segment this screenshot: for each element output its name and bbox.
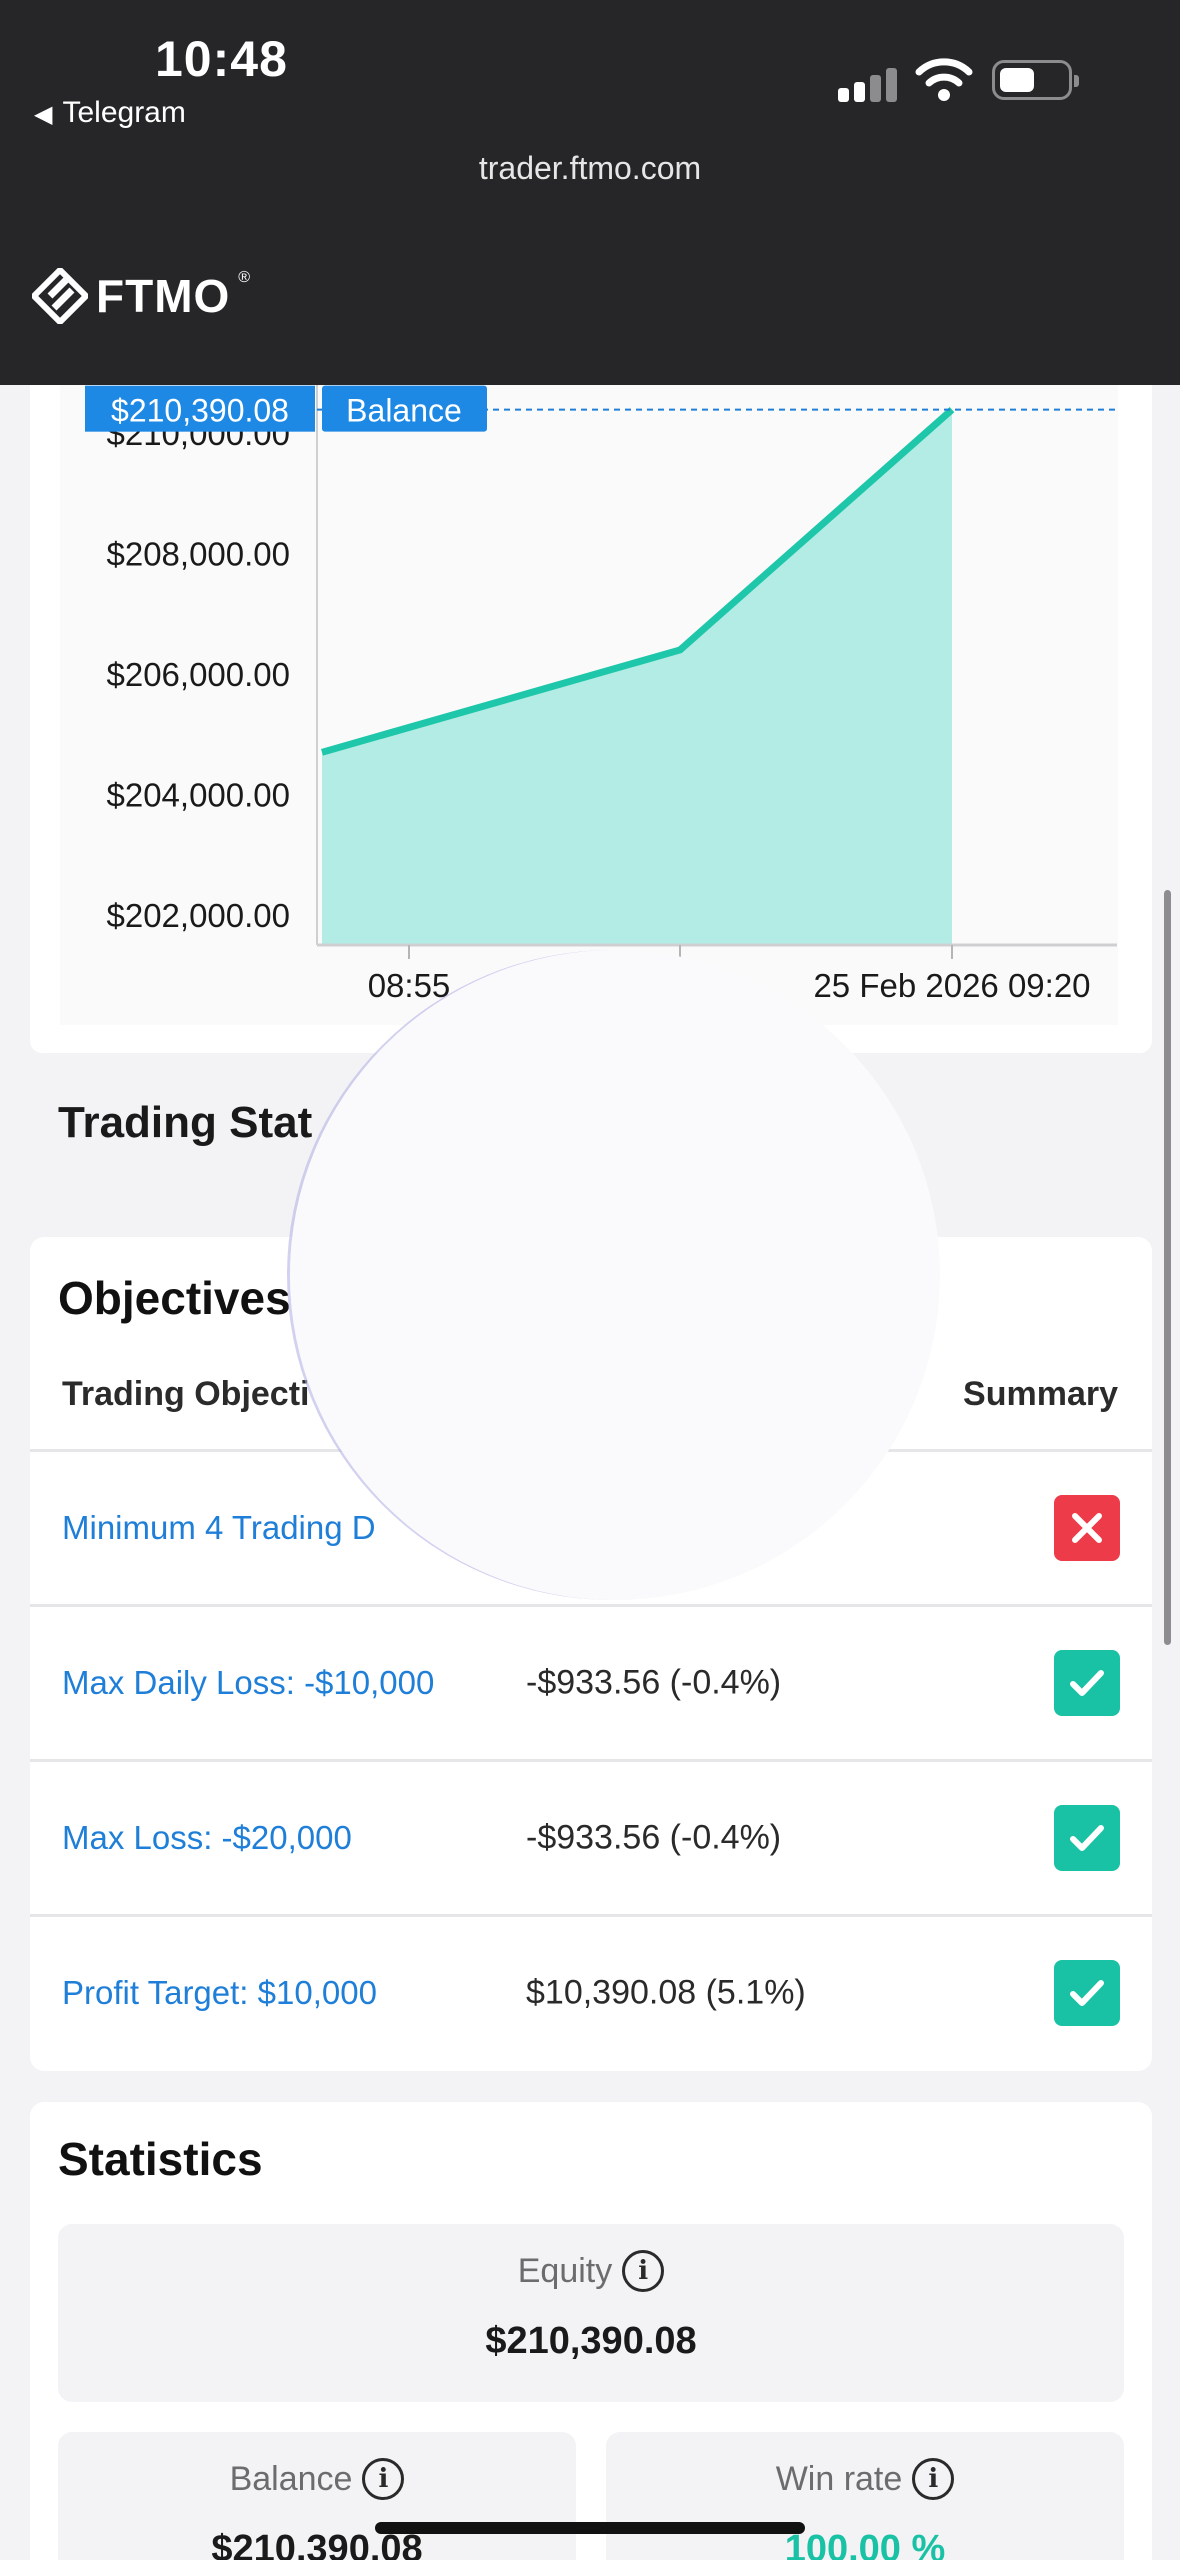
home-indicator[interactable]: [375, 2522, 805, 2534]
objectives-card: Objectives Trading Objecti Summary Minim…: [30, 1237, 1152, 2071]
balance-area-fill: [322, 409, 952, 945]
equity-label-row: Equity i: [58, 2250, 1124, 2292]
checkmark-icon: [1070, 1824, 1104, 1851]
ftmo-logo[interactable]: FTMO ®: [32, 268, 250, 324]
win-rate-value: 100.00 %: [784, 2528, 946, 2560]
passed-status-badge: [1054, 1804, 1120, 1871]
balance-label-row: Balance i: [58, 2458, 576, 2500]
passed-status-badge: [1054, 1959, 1120, 2026]
equity-label: Equity: [517, 2251, 613, 2290]
crosshair-series-label: Balance: [346, 393, 462, 429]
back-triangle-icon: ◀: [34, 101, 53, 128]
objective-row-profit-target: Profit Target: $10,000 $10,390.08 (5.1%): [30, 1914, 1152, 2068]
back-to-app-link[interactable]: ◀ Telegram: [34, 96, 186, 130]
page-scrollbar[interactable]: [1164, 890, 1171, 1645]
equity-value: $210,390.08: [485, 2320, 697, 2362]
back-app-label: Telegram: [62, 96, 186, 129]
x-tick-label: 25 Feb 2026 09:20: [813, 967, 1090, 1004]
crosshair-value-label: $210,390.08: [111, 393, 289, 429]
crosshair-value-box: [85, 385, 315, 432]
equity-tile: Equity i $210,390.08: [58, 2224, 1124, 2402]
battery-icon: [992, 60, 1079, 100]
passed-status-badge: [1054, 1649, 1120, 1716]
objective-link[interactable]: Minimum 4 Trading D: [62, 1508, 376, 1546]
address-bar-url[interactable]: trader.ftmo.com: [478, 150, 702, 186]
balance-label: Balance: [229, 2459, 353, 2498]
info-icon[interactable]: i: [622, 2250, 665, 2292]
win-rate-tile: Win rate i 100.00 %: [606, 2432, 1124, 2560]
objective-value: -$933.56 (-0.4%): [526, 1818, 782, 1856]
balance-chart[interactable]: $202,000.00 $204,000.00 $206,000.00 $208,00…: [60, 385, 1118, 1025]
cellular-signal-icon: [838, 62, 898, 102]
objective-link[interactable]: Max Daily Loss: -$10,000: [62, 1663, 435, 1701]
col-header-summary: Summary: [963, 1375, 1118, 1413]
y-tick-label: $204,000.00: [106, 776, 290, 813]
statistics-card: Statistics Equity i $210,390.08 Balance …: [30, 2102, 1152, 2560]
logo-text: FTMO: [96, 270, 231, 322]
checkmark-icon: [1070, 1979, 1104, 2006]
wifi-icon: [915, 58, 973, 101]
failed-status-badge: [1054, 1494, 1120, 1561]
objective-row-max-loss: Max Loss: -$20,000 -$933.56 (-0.4%): [30, 1759, 1152, 1913]
objective-value: -$933.56 (-0.4%): [526, 1663, 782, 1701]
checkmark-icon: [1070, 1669, 1104, 1696]
crosshair-series-box: [322, 385, 487, 432]
win-rate-label-row: Win rate i: [606, 2458, 1124, 2500]
objective-value: $10,390.08 (5.1%): [526, 1973, 806, 2011]
balance-series-line: [321, 407, 955, 756]
statistics-title: Statistics: [58, 2133, 263, 2185]
info-icon[interactable]: i: [912, 2458, 955, 2500]
info-icon[interactable]: i: [362, 2458, 405, 2500]
logo-registered-mark: ®: [238, 269, 251, 286]
y-tick-label: $202,000.00: [106, 897, 290, 934]
objectives-title: Objectives: [58, 1272, 291, 1324]
ftmo-logo-mark-icon: [32, 268, 88, 324]
objective-link[interactable]: Max Loss: -$20,000: [62, 1818, 352, 1856]
status-time: 10:48: [155, 31, 288, 87]
balance-tile: Balance i $210,390.08: [58, 2432, 576, 2560]
y-tick-label: $206,000.00: [106, 656, 290, 693]
cross-icon: [1072, 1512, 1102, 1543]
touch-highlight-overlay: [290, 950, 940, 1600]
x-tick-label: 08:55: [368, 967, 451, 1004]
win-rate-label: Win rate: [775, 2459, 903, 2498]
objective-link[interactable]: Profit Target: $10,000: [62, 1973, 377, 2011]
browser-top-bar: 10:48 ◀ Telegram trader.ftmo.com FTMO ®: [0, 0, 1180, 385]
trading-stats-heading: Trading Stat: [58, 1098, 313, 1147]
objective-row-max-daily-loss: Max Daily Loss: -$10,000 -$933.56 (-0.4%…: [30, 1604, 1152, 1758]
y-tick-label: $208,000.00: [106, 536, 290, 573]
col-header-objective: Trading Objecti: [62, 1375, 310, 1413]
